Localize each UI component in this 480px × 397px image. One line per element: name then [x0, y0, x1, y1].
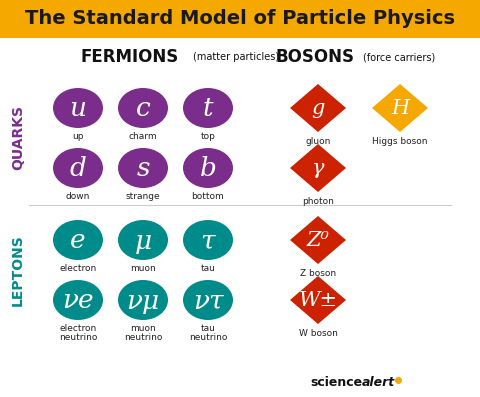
Ellipse shape — [53, 88, 103, 128]
Ellipse shape — [118, 148, 168, 188]
Text: science: science — [310, 376, 362, 389]
Text: down: down — [66, 192, 90, 201]
Text: neutrino: neutrino — [59, 333, 97, 342]
Text: bottom: bottom — [192, 192, 224, 201]
Text: τ: τ — [201, 229, 216, 254]
Text: H: H — [391, 100, 409, 118]
Text: tau: tau — [201, 324, 216, 333]
Text: FERMIONS: FERMIONS — [81, 48, 179, 66]
Ellipse shape — [53, 148, 103, 188]
Text: (matter particles): (matter particles) — [193, 52, 279, 62]
Text: charm: charm — [129, 132, 157, 141]
Polygon shape — [290, 216, 346, 264]
Text: Z⁰: Z⁰ — [307, 231, 329, 251]
Ellipse shape — [183, 148, 233, 188]
Ellipse shape — [53, 220, 103, 260]
Text: ντ: ντ — [192, 289, 223, 314]
Ellipse shape — [183, 280, 233, 320]
Text: LEPTONS: LEPTONS — [11, 234, 25, 306]
Text: e: e — [70, 229, 86, 254]
Text: The Standard Model of Particle Physics: The Standard Model of Particle Physics — [25, 10, 455, 29]
Text: s: s — [136, 156, 150, 181]
Ellipse shape — [118, 220, 168, 260]
Text: top: top — [201, 132, 216, 141]
Text: W boson: W boson — [299, 329, 337, 338]
Text: up: up — [72, 132, 84, 141]
Text: strange: strange — [126, 192, 160, 201]
Text: electron: electron — [60, 324, 96, 333]
Text: electron: electron — [60, 264, 96, 273]
Bar — [0, 0, 480, 38]
Text: gluon: gluon — [305, 137, 331, 146]
Text: Z boson: Z boson — [300, 269, 336, 278]
Text: QUARKS: QUARKS — [11, 106, 25, 170]
Text: b: b — [200, 156, 216, 181]
Text: neutrino: neutrino — [189, 333, 227, 342]
Text: u: u — [70, 96, 86, 121]
Polygon shape — [372, 84, 428, 132]
Polygon shape — [290, 276, 346, 324]
Text: tau: tau — [201, 264, 216, 273]
Text: νμ: νμ — [126, 289, 159, 314]
Text: μ: μ — [134, 229, 152, 254]
Text: t: t — [203, 96, 213, 121]
Ellipse shape — [183, 220, 233, 260]
Text: c: c — [136, 96, 150, 121]
Text: γ: γ — [312, 160, 324, 179]
Text: d: d — [70, 156, 86, 181]
Ellipse shape — [118, 280, 168, 320]
Text: W±: W± — [299, 291, 337, 310]
Polygon shape — [290, 84, 346, 132]
Text: muon: muon — [130, 264, 156, 273]
Text: νe: νe — [62, 289, 94, 314]
Text: BOSONS: BOSONS — [276, 48, 355, 66]
Ellipse shape — [183, 88, 233, 128]
Text: alert: alert — [362, 376, 395, 389]
Ellipse shape — [118, 88, 168, 128]
Text: photon: photon — [302, 197, 334, 206]
Text: Higgs boson: Higgs boson — [372, 137, 428, 146]
Text: g: g — [312, 100, 324, 118]
Ellipse shape — [53, 280, 103, 320]
Polygon shape — [290, 144, 346, 192]
Text: neutrino: neutrino — [124, 333, 162, 342]
Text: (force carriers): (force carriers) — [363, 52, 435, 62]
Text: muon: muon — [130, 324, 156, 333]
